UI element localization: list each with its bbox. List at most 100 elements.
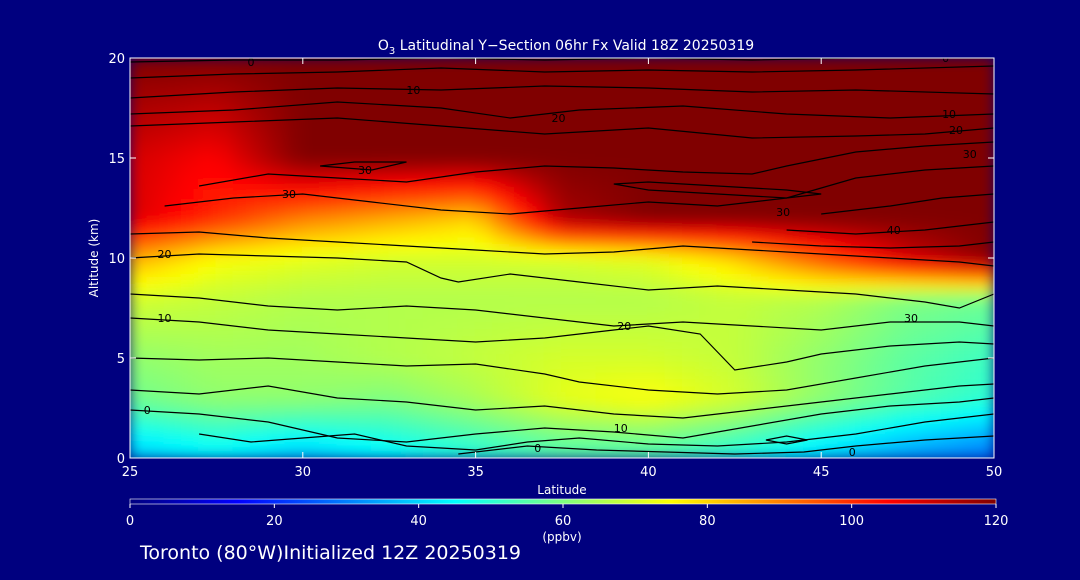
ozone-field-cell xyxy=(733,177,754,189)
ozone-field-cell xyxy=(509,397,529,409)
ozone-field-cell xyxy=(130,87,149,99)
y-tick-label: 0 xyxy=(117,452,125,467)
ozone-field-cell xyxy=(163,127,183,139)
ozone-field-cell xyxy=(785,277,805,289)
ozone-field-cell xyxy=(301,417,322,429)
ozone-field-cell xyxy=(889,427,909,439)
ozone-field-cell xyxy=(284,377,304,389)
ozone-field-cell xyxy=(561,237,581,249)
ozone-field-cell xyxy=(491,397,512,409)
footer-caption: Toronto (80°W)Initialized 12Z 20250319 xyxy=(140,542,522,564)
ozone-field-cell xyxy=(180,87,201,99)
ozone-field-cell xyxy=(146,167,166,179)
ozone-field-cell xyxy=(854,147,875,159)
ozone-field-cell xyxy=(232,217,252,229)
ozone-field-cell xyxy=(941,327,961,339)
ozone-field-cell xyxy=(699,327,719,339)
ozone-field-cell xyxy=(664,87,684,99)
ozone-field-cell xyxy=(250,287,270,299)
ozone-field-cell xyxy=(543,257,563,269)
ozone-field-cell xyxy=(370,167,391,179)
ozone-field-cell xyxy=(612,147,633,159)
ozone-field-cell xyxy=(785,257,805,269)
ozone-field-cell xyxy=(716,297,736,309)
ozone-field-cell xyxy=(301,217,322,229)
ozone-field-cell xyxy=(319,177,339,189)
ozone-field-cell xyxy=(215,77,235,89)
ozone-field-cell xyxy=(664,137,684,149)
ozone-field-cell xyxy=(370,427,391,439)
ozone-field-cell xyxy=(491,157,512,169)
ozone-field-cell xyxy=(388,317,408,329)
ozone-field-cell xyxy=(716,307,736,319)
ozone-field-cell xyxy=(232,267,252,279)
ozone-field-cell xyxy=(802,297,823,309)
ozone-field-cell xyxy=(457,267,477,279)
ozone-field-cell xyxy=(146,67,166,79)
ozone-field-cell xyxy=(405,147,425,159)
ozone-field-cell xyxy=(336,427,356,439)
ozone-field-cell xyxy=(664,417,684,429)
ozone-field-cell xyxy=(630,347,650,359)
ozone-field-cell xyxy=(578,297,598,309)
ozone-field-cell xyxy=(319,257,339,269)
ozone-field-cell xyxy=(872,277,892,289)
ozone-field-cell xyxy=(198,207,218,219)
ozone-field-cell xyxy=(975,117,994,129)
ozone-field-cell xyxy=(491,257,512,269)
ozone-field-cell xyxy=(785,327,805,339)
ozone-field-cell xyxy=(578,187,598,199)
ozone-field-cell xyxy=(647,237,667,249)
ozone-field-cell xyxy=(923,177,944,189)
ozone-field-cell xyxy=(319,397,339,409)
ozone-field-cell xyxy=(267,277,287,289)
ozone-field-cell xyxy=(526,187,546,199)
ozone-field-cell xyxy=(543,387,563,399)
ozone-field-cell xyxy=(699,227,719,239)
ozone-field-cell xyxy=(526,377,546,389)
ozone-field-cell xyxy=(941,277,961,289)
ozone-field-cell xyxy=(906,337,926,349)
ozone-field-cell xyxy=(958,77,978,89)
ozone-field-cell xyxy=(612,167,633,179)
contour-line xyxy=(130,357,994,395)
ozone-field-cell xyxy=(284,317,304,329)
ozone-field-cell xyxy=(612,157,633,169)
ozone-field-cell xyxy=(130,77,149,89)
ozone-field-cell xyxy=(319,277,339,289)
ozone-field-cell xyxy=(837,167,857,179)
ozone-field-cell xyxy=(664,297,684,309)
x-tick-label: 30 xyxy=(295,465,312,480)
ozone-field-cell xyxy=(146,307,166,319)
ozone-field-cell xyxy=(491,277,512,289)
ozone-field-cell xyxy=(837,367,857,379)
contour-line xyxy=(458,435,994,455)
ozone-field-cell xyxy=(336,87,356,99)
ozone-field-cell xyxy=(612,347,633,359)
ozone-field-cell xyxy=(198,287,218,299)
ozone-field-cell xyxy=(509,167,529,179)
ozone-field-cell xyxy=(215,287,235,299)
ozone-field-cell xyxy=(699,77,719,89)
contour-line xyxy=(130,253,994,309)
ozone-field-cell xyxy=(163,97,183,109)
ozone-field-cell xyxy=(388,58,408,69)
ozone-field-cell xyxy=(785,307,805,319)
ozone-field-cell xyxy=(699,367,719,379)
ozone-field-cell xyxy=(647,227,667,239)
ozone-field-cell xyxy=(543,267,563,279)
ozone-field-cell xyxy=(440,177,460,189)
ozone-field-cell xyxy=(422,447,443,458)
ozone-field-cell xyxy=(543,167,563,179)
ozone-field-cell xyxy=(319,297,339,309)
ozone-field-cell xyxy=(785,377,805,389)
ozone-field-cell xyxy=(872,377,892,389)
ozone-field-cell xyxy=(785,107,805,119)
ozone-field-cell xyxy=(232,117,252,129)
colorbar-tick-label: 0 xyxy=(126,514,134,529)
ozone-field-cell xyxy=(975,107,994,119)
ozone-field-cell xyxy=(923,237,944,249)
contour-label: 0 xyxy=(534,442,541,455)
x-tick-label: 35 xyxy=(467,465,484,480)
